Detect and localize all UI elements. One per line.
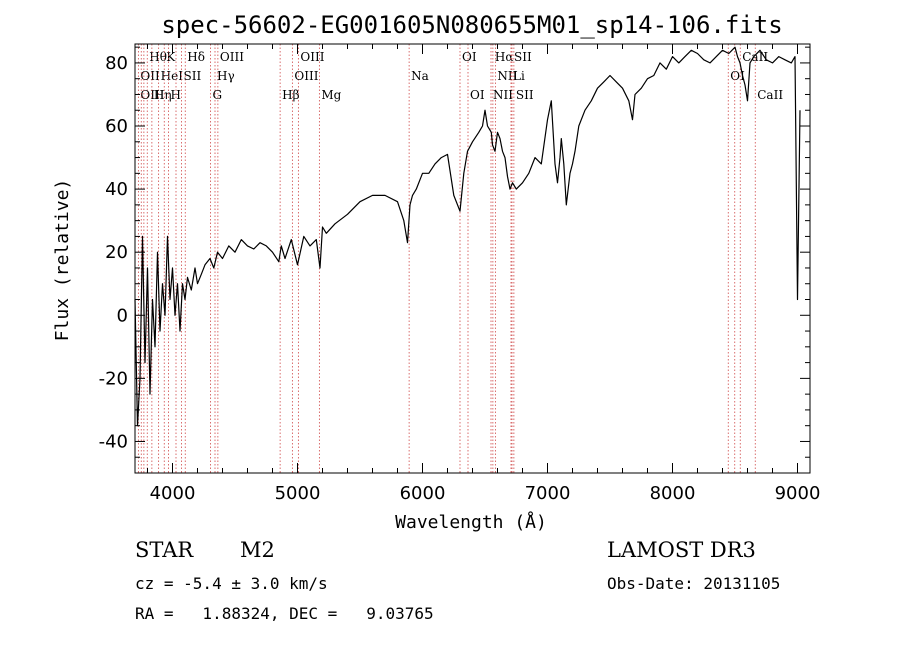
chart-title: spec-56602-EG001605N080655M01_sp14-106.f…	[161, 11, 782, 39]
line-marker-label: OIII	[294, 69, 318, 83]
x-tick-label: 5000	[275, 483, 321, 504]
x-tick-label: 9000	[775, 483, 821, 504]
x-axis-label: Wavelength (Å)	[395, 511, 547, 533]
observation-date: Obs-Date: 20131105	[607, 574, 781, 593]
line-marker-label: H	[171, 88, 181, 102]
line-marker-label: SII	[514, 50, 532, 64]
line-marker-label: OII	[140, 69, 160, 83]
line-marker-label: K	[166, 50, 176, 64]
line-marker-label: OIII	[300, 50, 324, 64]
line-marker-label: OIII	[220, 50, 244, 64]
y-tick-label: 20	[105, 242, 128, 263]
line-marker-label: G	[213, 88, 223, 102]
line-marker-label: Hγ	[217, 69, 235, 83]
line-marker-label: Li	[513, 69, 525, 83]
line-marker-label: Mg	[321, 88, 341, 102]
coordinates: RA = 1.88324, DEC = 9.03765	[135, 604, 434, 623]
line-marker-label: Hδ	[187, 50, 205, 64]
line-marker-label: Hθ	[149, 50, 167, 64]
object-class: STAR	[135, 538, 194, 562]
x-tick-label: 6000	[400, 483, 446, 504]
line-marker-label: NII	[493, 88, 513, 102]
y-tick-label: -20	[99, 368, 128, 389]
series-group	[134, 46, 801, 427]
line-marker-label: OI	[462, 50, 477, 64]
line-marker-label: Hβ	[282, 88, 299, 102]
line-marker-label: SII	[184, 69, 202, 83]
survey-name: LAMOST DR3	[607, 538, 756, 562]
line-marker-label: HeI	[161, 69, 184, 83]
spectrum-line	[134, 46, 801, 427]
y-tick-label: 80	[105, 53, 128, 74]
y-axis-label: Flux (relative)	[52, 179, 73, 342]
redshift-velocity: cz = -5.4 ± 3.0 km/s	[135, 574, 328, 593]
line-marker-label: NII	[497, 69, 517, 83]
line-marker-label: SII	[516, 88, 534, 102]
y-tick-label: 0	[117, 305, 128, 326]
line-marker-label: Hα	[495, 50, 514, 64]
y-tick-label: 40	[105, 179, 128, 200]
line-marker-label: Hη	[154, 88, 172, 102]
line-marker-label: Na	[411, 69, 429, 83]
x-tick-label: 8000	[650, 483, 696, 504]
axis-ticks: 4000 5000 6000 7000 8000 9000 -40 -20 0 20 40 60 80	[99, 44, 821, 504]
line-marker-label: OIII	[140, 88, 164, 102]
line-marker-label: OI	[470, 88, 485, 102]
x-tick-label: 4000	[150, 483, 196, 504]
x-tick-label: 7000	[525, 483, 571, 504]
y-tick-label: -40	[99, 431, 128, 452]
line-marker-label: CaII	[757, 88, 783, 102]
plot-frame	[134, 43, 811, 474]
object-subclass: M2	[240, 538, 275, 562]
y-tick-label: 60	[105, 116, 128, 137]
